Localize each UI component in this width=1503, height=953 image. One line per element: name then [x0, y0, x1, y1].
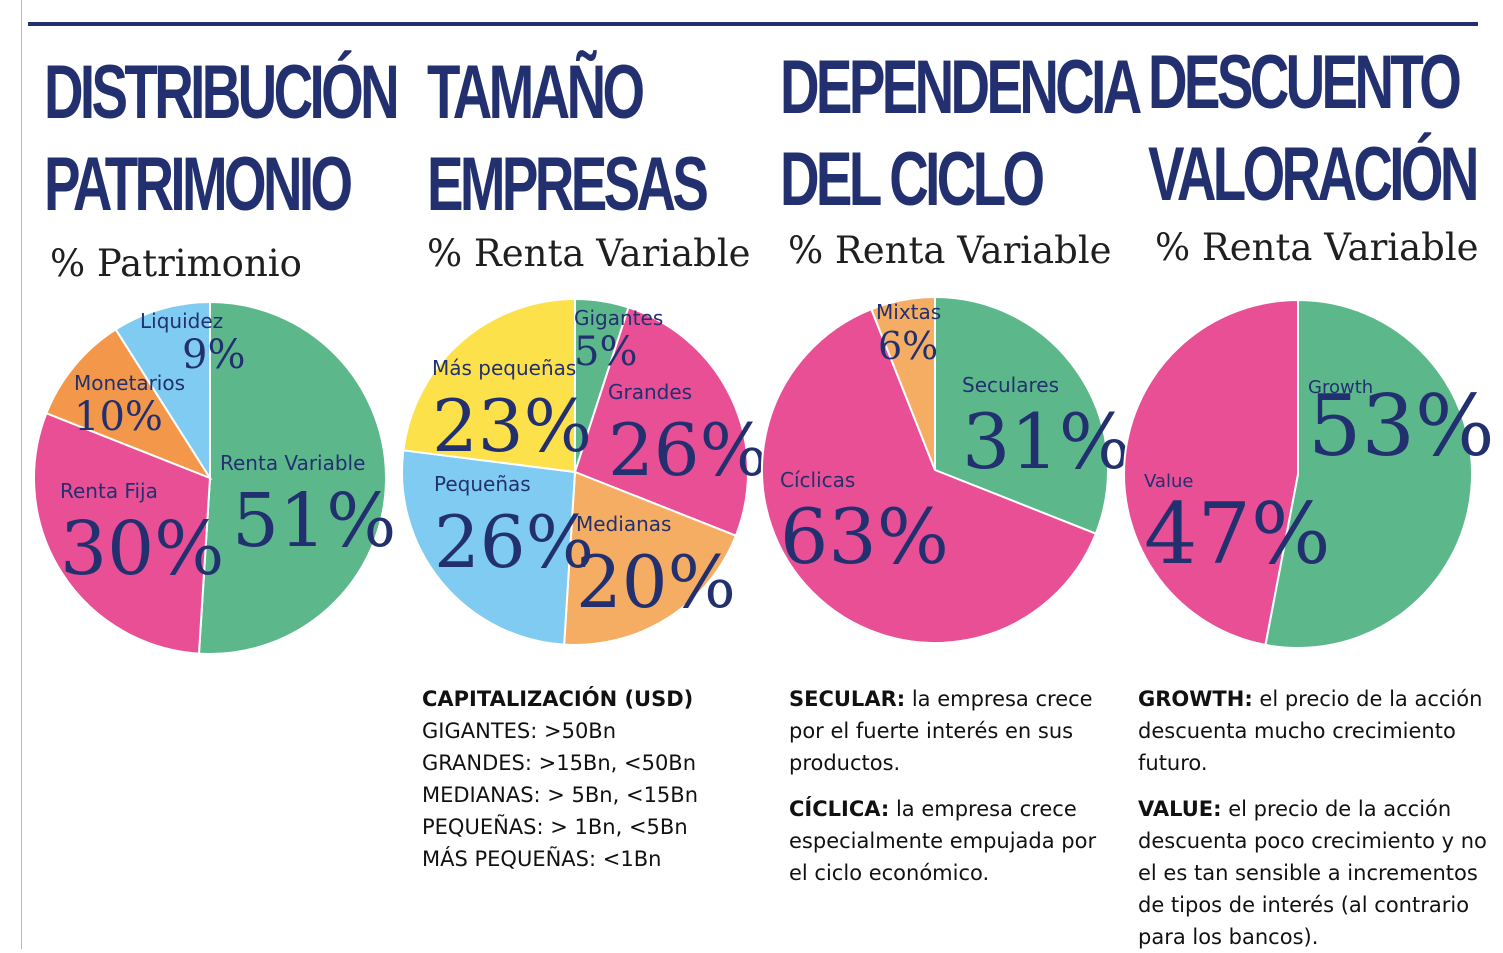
slice-category-label: Value	[1144, 471, 1193, 492]
pie-slice-renta-fija	[33, 411, 212, 655]
size-note-line: MEDIANAS: > 5Bn, <15Bn	[422, 783, 699, 807]
slice-percent-label: 51%	[232, 478, 396, 564]
pie-slice-grandes	[573, 306, 749, 537]
top-rule	[28, 22, 1478, 26]
pie-slice-seculares	[934, 295, 1109, 535]
panel-4-title: DESCUENTO VALORACIÓN	[1148, 40, 1479, 217]
slice-category-label: Medianas	[576, 512, 671, 536]
pie-slice-renta-variable	[197, 300, 387, 655]
value-definition: VALUE: el precio de la acción descuenta …	[1138, 797, 1487, 949]
pie-slice-m-s-peque-as	[402, 297, 576, 474]
growth-definition: GROWTH: el precio de la acción descuenta…	[1138, 687, 1483, 775]
slice-category-label: Pequeñas	[434, 472, 531, 496]
cycle-definitions: SECULAR: la empresa crece por el fuerte …	[789, 683, 1114, 889]
panel-1-subtitle: % Patrimonio	[50, 242, 302, 285]
ciclica-definition: CÍCLICA: la empresa crece especialmente …	[789, 797, 1097, 885]
size-note-line: GIGANTES: >50Bn	[422, 719, 617, 743]
pie-slice-monetarios	[45, 328, 213, 481]
left-rule	[21, 0, 22, 949]
panel-1-title: DISTRIBUCIÓN PATRIMONIO	[44, 50, 400, 227]
size-note-line: MÁS PEQUEÑAS: <1Bn	[422, 847, 662, 871]
slice-category-label: Seculares	[962, 373, 1059, 397]
panel-2-subtitle: % Renta Variable	[427, 232, 751, 275]
slice-category-label: Liquidez	[140, 309, 223, 333]
panel-4-subtitle: % Renta Variable	[1155, 226, 1479, 269]
secular-definition: SECULAR: la empresa crece por el fuerte …	[789, 687, 1093, 775]
pie-slice-c-clicas	[761, 307, 1098, 644]
slice-category-label: Growth	[1308, 377, 1373, 398]
slice-category-label: Monetarios	[74, 371, 185, 395]
size-legend-notes: CAPITALIZACIÓN (USD) GIGANTES: >50Bn GRA…	[422, 683, 762, 875]
slice-percent-label: 63%	[780, 492, 949, 581]
slice-category-label: Gigantes	[574, 306, 663, 330]
slice-category-label: Renta Variable	[220, 451, 365, 475]
slice-percent-label: 30%	[60, 506, 224, 592]
slice-category-label: Mixtas	[876, 300, 941, 324]
valuation-definitions: GROWTH: el precio de la acción descuenta…	[1138, 683, 1488, 953]
pie-slice-growth	[1264, 298, 1473, 649]
size-notes-heading: CAPITALIZACIÓN (USD)	[422, 687, 694, 711]
slice-percent-label: 53%	[1308, 377, 1495, 475]
slice-percent-label: 9%	[182, 332, 245, 378]
slice-percent-label: 23%	[432, 384, 592, 468]
pie-slice-liquidez	[114, 300, 211, 482]
panel-3-title: DEPENDENCIA DEL CICLO	[780, 45, 1142, 222]
size-note-line: GRANDES: >15Bn, <50Bn	[422, 751, 697, 775]
pie-chart-patrimonio: Renta Variable 51% Renta Fija 30% Monetarios…	[33, 300, 396, 655]
panel-3-subtitle: % Renta Variable	[788, 229, 1112, 272]
pie-slice-mixtas	[870, 295, 936, 471]
slice-percent-label: 47%	[1144, 485, 1331, 583]
slice-percent-label: 5%	[574, 329, 637, 375]
slice-category-label: Renta Fija	[60, 479, 158, 503]
slice-percent-label: 20%	[576, 540, 736, 624]
slice-percent-label: 31%	[962, 397, 1131, 486]
slice-category-label: Cíclicas	[780, 468, 855, 492]
slice-percent-label: 6%	[878, 324, 938, 368]
size-note-line: PEQUEÑAS: > 1Bn, <5Bn	[422, 815, 688, 839]
pie-slice-peque-as	[401, 449, 577, 646]
slice-category-label: Más pequeñas	[432, 356, 576, 380]
panel-2-title: TAMAÑO EMPRESAS	[427, 50, 709, 227]
pie-chart-tamano: Gigantes5%Grandes26%Medianas20%Pequeñas2…	[401, 297, 768, 646]
slice-percent-label: 10%	[74, 394, 163, 440]
slice-percent-label: 26%	[608, 408, 768, 492]
slice-percent-label: 26%	[434, 500, 594, 584]
pie-slice-medianas	[563, 470, 738, 646]
pie-slice-value	[1123, 298, 1299, 647]
slice-category-label: Grandes	[608, 380, 692, 404]
